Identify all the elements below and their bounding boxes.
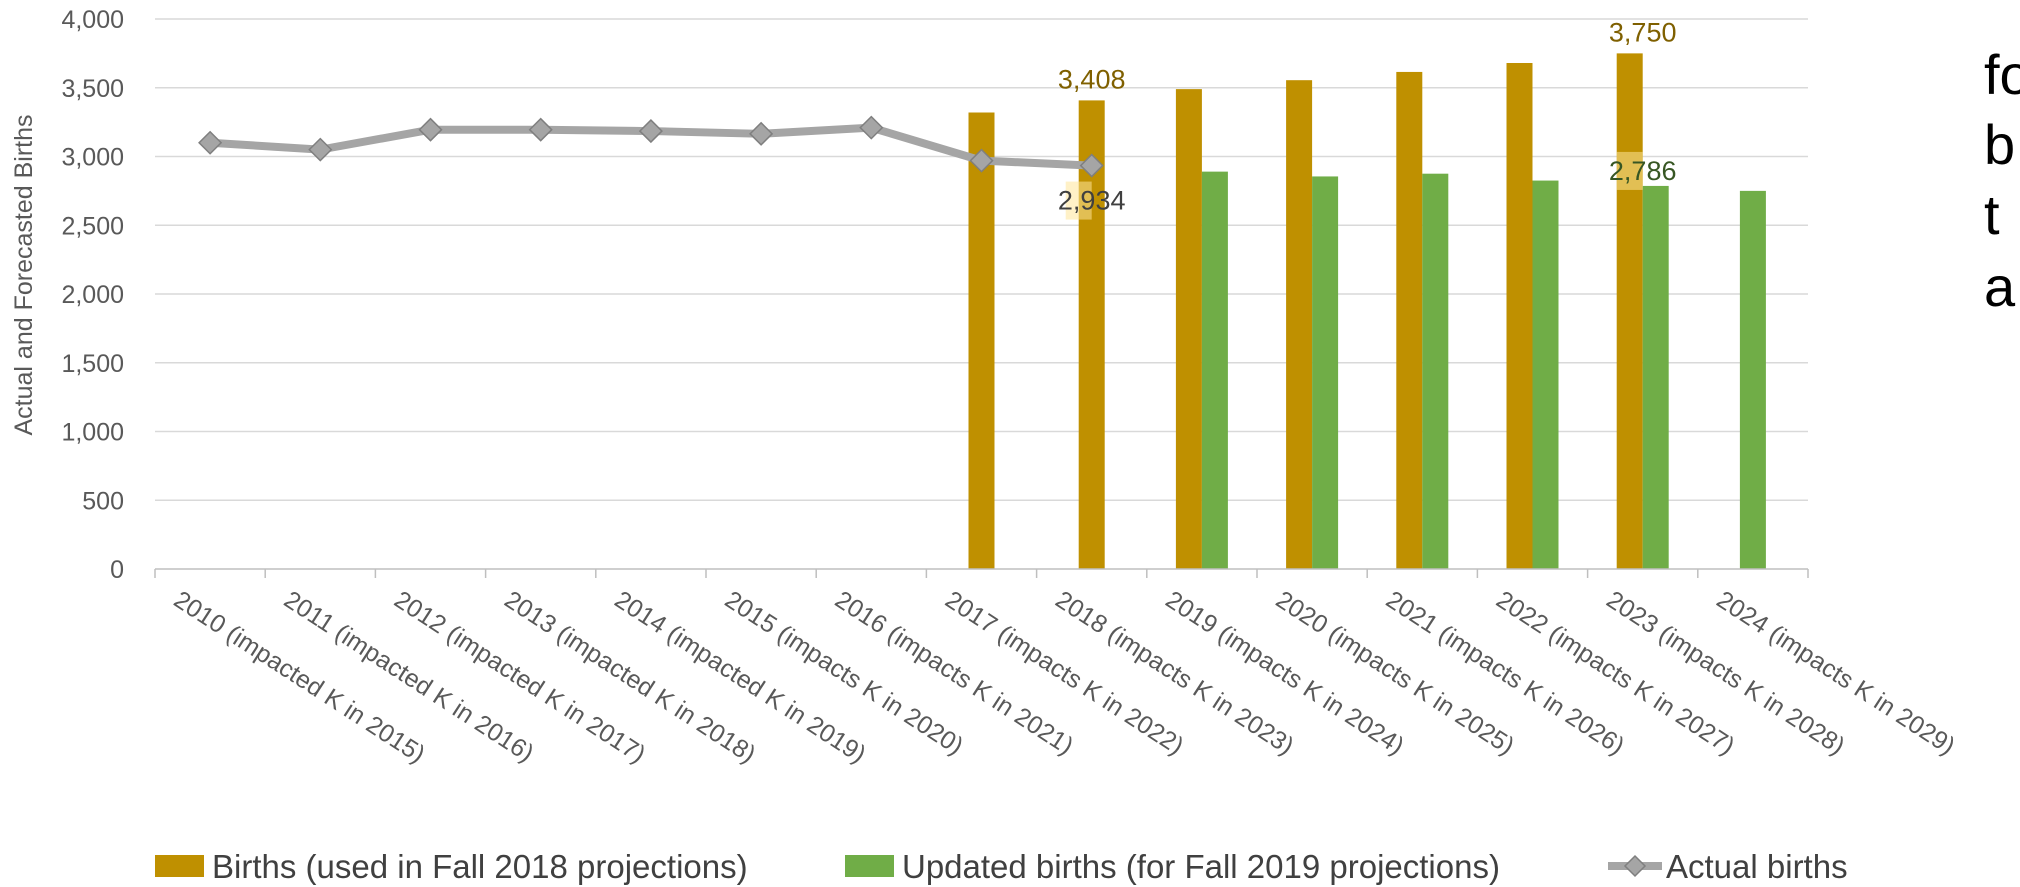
actual-births-marker (418, 117, 443, 142)
data-label: 3,750 (1609, 17, 1677, 47)
y-tick-label: 3,000 (61, 144, 124, 172)
bar-fall2018 (1616, 53, 1643, 569)
bar-fall2018 (968, 112, 995, 569)
data-label: 2,934 (1058, 186, 1126, 216)
cropped-side-text: fo bta (1984, 43, 2020, 318)
bars (968, 53, 1766, 570)
legend-label-fall2019: Updated births (for Fall 2019 projection… (902, 848, 1500, 885)
bar-fall2018 (1078, 100, 1105, 570)
y-tick-label: 1,500 (61, 350, 124, 378)
bar-fall2019 (1201, 171, 1228, 569)
actual-births-marker (638, 119, 663, 144)
y-axis-label: Actual and Forecasted Births (10, 115, 38, 436)
bar-fall2018 (1286, 80, 1313, 569)
side-text-fragment: fo (1984, 43, 2020, 106)
y-tick-label: 2,000 (61, 281, 124, 309)
legend-label-fall2018: Births (used in Fall 2018 projections) (212, 848, 748, 885)
y-tick-label: 500 (82, 487, 124, 515)
bar-fall2019 (1422, 173, 1449, 569)
actual-births-line (198, 115, 1104, 178)
y-tick-label: 3,500 (61, 75, 124, 103)
actual-births-marker (749, 121, 774, 146)
legend-swatch-fall2018 (155, 855, 204, 877)
bar-fall2018 (1175, 89, 1202, 569)
side-text-fragment: t (1984, 183, 2000, 246)
bar-fall2018 (1506, 63, 1533, 569)
legend-swatch-fall2019 (845, 855, 894, 877)
side-text-fragment: a (1984, 255, 2016, 318)
bar-fall2019 (1532, 180, 1559, 569)
data-label-background (1616, 151, 1643, 190)
y-tick-label: 4,000 (61, 6, 124, 34)
y-tick-label: 1,000 (61, 419, 124, 447)
legend: Births (used in Fall 2018 projections) Up… (155, 848, 1848, 885)
data-label: 3,408 (1058, 64, 1126, 94)
actual-births-marker (969, 148, 994, 173)
bar-fall2019 (1642, 185, 1669, 570)
data-labels: 3,408 3,750 2,934 2,786 (1058, 17, 1677, 220)
legend-label-actual: Actual births (1666, 848, 1848, 885)
actual-births-marker (1079, 153, 1104, 178)
side-text-fragment: b (1984, 113, 2015, 176)
y-axis-ticks: 0 500 1,000 1,500 2,000 2,500 3,000 3,500 4,000 (61, 6, 124, 584)
actual-births-marker (859, 115, 884, 140)
x-axis-tick-labels: 2010 (impacted K in 2015)2011 (impacted … (169, 586, 1960, 769)
y-tick-label: 0 (110, 556, 124, 584)
actual-births-marker (528, 117, 553, 142)
actual-births-marker (308, 137, 333, 162)
bar-fall2019 (1312, 176, 1339, 569)
y-tick-label: 2,500 (61, 212, 124, 240)
x-axis (154, 568, 1809, 578)
actual-births-marker (198, 130, 223, 155)
legend-swatch-actual-marker (1623, 854, 1647, 878)
data-label: 2,786 (1609, 156, 1677, 186)
bar-fall2018 (1396, 71, 1423, 569)
bar-fall2019 (1739, 190, 1766, 569)
data-label-background (1065, 181, 1092, 220)
